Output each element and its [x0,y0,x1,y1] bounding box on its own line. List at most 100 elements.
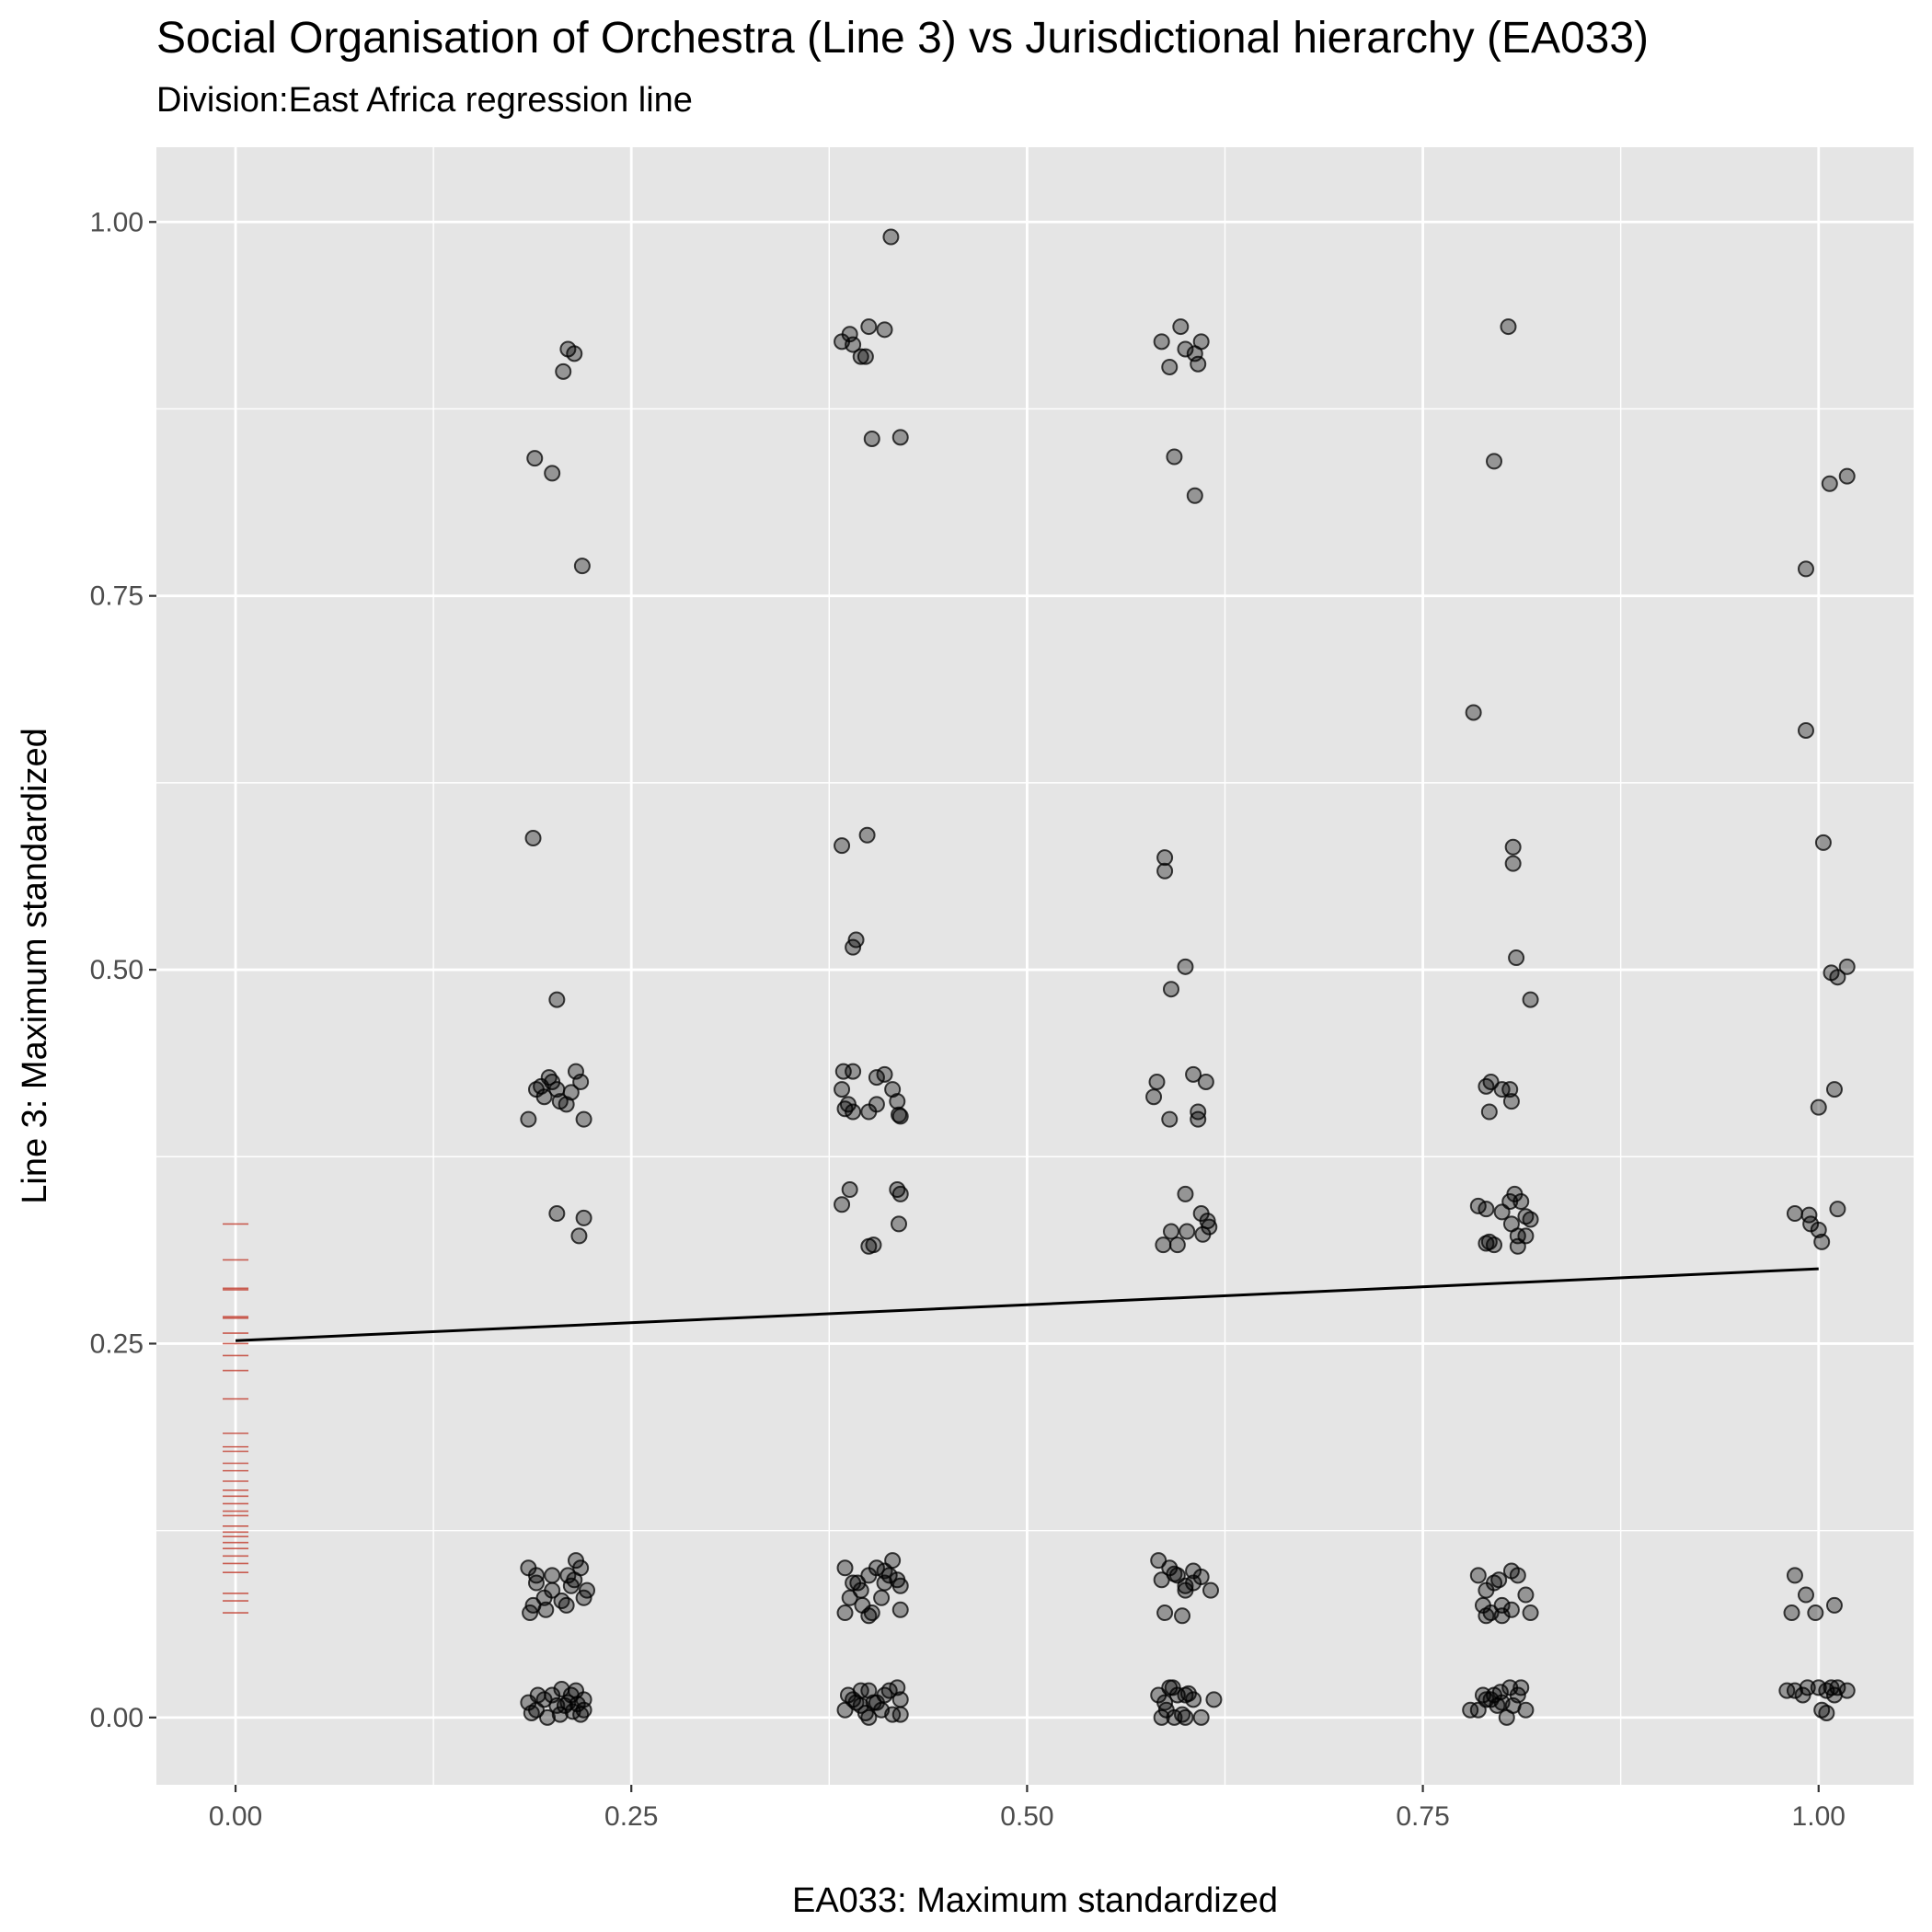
data-point [1504,1696,1522,1714]
data-point [1148,1073,1166,1090]
data-point [544,465,561,482]
data-point [1517,1586,1535,1604]
data-point [520,1110,537,1128]
data-point [553,1680,570,1697]
data-point [1161,1110,1179,1128]
data-point [569,1696,586,1713]
data-point [891,1185,909,1202]
data-point [834,1081,851,1098]
data-point [1491,1684,1509,1701]
data-point [1797,721,1814,739]
data-point [579,1581,596,1599]
data-point [1192,1708,1210,1726]
x-tick-label: 0.75 [1396,1801,1449,1832]
data-point [537,1601,555,1618]
data-point [1155,1236,1172,1254]
data-point [1168,1236,1186,1254]
data-point [868,1096,885,1113]
y-axis: 0.00 0.25 0.50 0.75 1.00 [90,207,156,1733]
data-point [573,558,591,575]
data-point [1156,862,1174,880]
x-tick-label: 0.50 [1000,1801,1053,1832]
data-point [865,1236,882,1254]
y-tick-label: 1.00 [90,207,144,237]
data-point [1807,1604,1824,1622]
data-point [1794,1686,1811,1704]
data-point [570,1227,588,1245]
rug-marks [223,1223,249,1614]
data-point [889,1571,906,1589]
data-point [845,336,862,353]
data-point [1145,1088,1163,1106]
data-point [524,830,542,847]
data-point [1162,1223,1179,1240]
data-point [1156,849,1174,867]
data-point [1486,453,1503,470]
y-axis-title: Line 3: Maximum standardized [16,728,54,1203]
chart-subtitle: Division:East Africa regression line [156,81,693,120]
data-point [841,1589,858,1606]
data-point [1501,1081,1519,1098]
data-point [1185,1065,1202,1083]
data-point [891,429,909,446]
data-point [1186,487,1203,504]
plot-panel [156,147,1914,1785]
data-point [1153,333,1170,351]
data-point [1810,1221,1827,1238]
data-point [1150,1552,1167,1570]
data-point [1825,1596,1843,1614]
data-point [1162,981,1179,998]
data-point [1522,991,1539,1008]
data-point [860,1708,878,1726]
data-point [876,321,893,339]
y-tick-label: 0.50 [90,955,144,985]
data-point [1500,318,1517,336]
data-point [836,1100,854,1118]
data-point [566,345,583,362]
y-tick-label: 0.00 [90,1703,144,1733]
data-point [544,1567,561,1584]
data-point [1482,1073,1500,1090]
data-point [1161,358,1179,375]
data-point [1512,1679,1530,1696]
data-point [1829,1201,1846,1218]
data-point [1205,1691,1223,1708]
data-point [529,1686,546,1704]
data-point [1164,1679,1181,1696]
data-point [852,1682,869,1699]
x-axis: 0.00 0.25 0.50 0.75 1.00 [209,1785,1846,1832]
data-point [1814,834,1832,851]
data-point [1185,1574,1202,1592]
data-point [1810,1098,1827,1116]
data-point [845,1063,862,1080]
data-point [1156,1604,1174,1622]
data-point [860,318,878,336]
data-point [860,1607,878,1625]
data-point [535,1589,553,1606]
data-point [1786,1205,1803,1223]
data-point [1813,1233,1831,1250]
data-point [873,1589,891,1606]
data-point [1478,1201,1495,1218]
data-point [572,1073,590,1090]
x-tick-label: 0.00 [209,1801,262,1832]
data-point [1829,969,1846,986]
data-point [849,1574,867,1592]
data-point [1786,1567,1803,1584]
data-point [522,1604,539,1622]
data-point [1177,1185,1194,1202]
data-point [836,1604,854,1622]
y-tick-label: 0.25 [90,1328,144,1359]
data-point [551,1706,569,1723]
data-point [1166,448,1183,466]
data-point [533,1077,550,1095]
data-point [1797,560,1814,578]
data-point [876,1562,893,1580]
data-point [852,348,869,365]
data-point [551,1093,569,1110]
data-point [1480,1233,1498,1250]
data-point [526,450,544,467]
data-point [891,1706,909,1723]
data-point [1177,340,1194,358]
data-point [523,1704,540,1721]
